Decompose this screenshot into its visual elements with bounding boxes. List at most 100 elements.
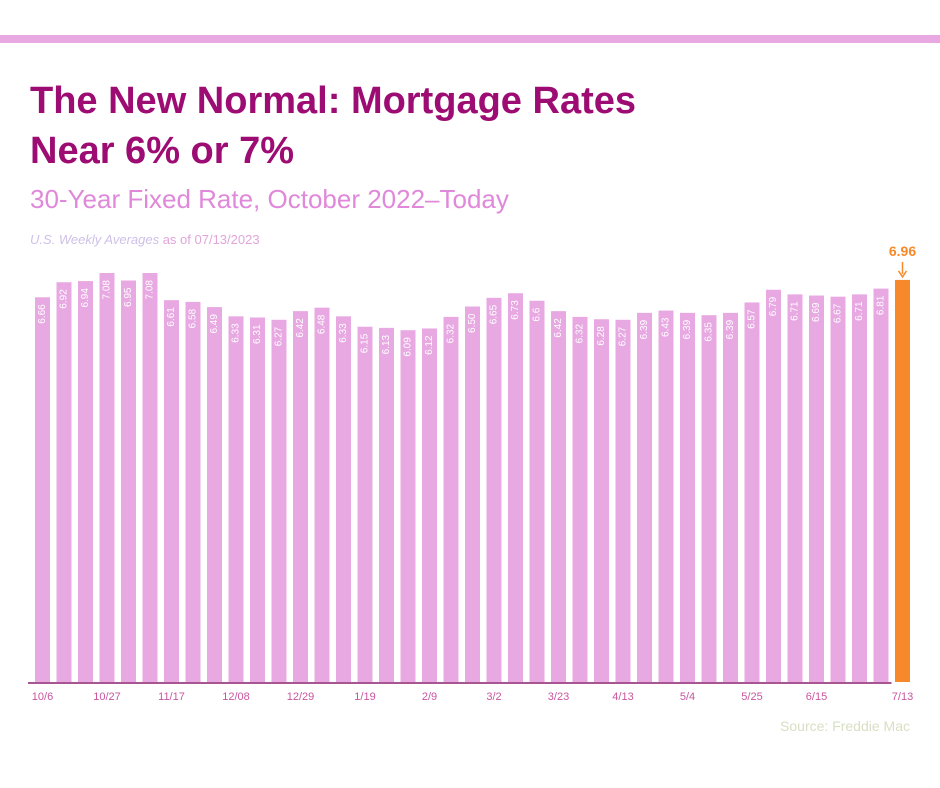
bar-33 — [744, 302, 760, 682]
bar-value-label-27: 6.27 — [618, 326, 629, 346]
bar-30 — [680, 312, 695, 682]
x-tick-label-21: 3/2 — [486, 691, 501, 703]
page-title: The New Normal: Mortgage Rates Near 6% o… — [30, 76, 910, 176]
bar-value-label-22: 6.73 — [510, 300, 521, 320]
bar-value-label-3: 7.08 — [102, 280, 113, 300]
x-tick-label-12: 12/29 — [287, 691, 315, 703]
bar-13 — [314, 307, 330, 682]
bar-18 — [422, 328, 437, 682]
bar-28 — [637, 312, 652, 682]
x-tick-label-24: 3/23 — [548, 691, 569, 703]
bar-value-label-6: 6.61 — [166, 307, 177, 327]
bar-value-label-8: 6.49 — [209, 314, 220, 334]
bar-7 — [185, 301, 201, 682]
bar-value-label-20: 6.50 — [467, 313, 478, 333]
bar-25 — [572, 316, 588, 682]
chart-subtitle: 30-Year Fixed Rate, October 2022–Today — [30, 184, 509, 214]
title-line-1: The New Normal: Mortgage Rates — [30, 80, 636, 122]
bar-19 — [443, 316, 459, 682]
bar-17 — [400, 330, 416, 682]
bar-3 — [99, 273, 115, 682]
bar-21 — [486, 297, 502, 682]
bar-value-label-28: 6.39 — [639, 319, 650, 339]
bar-value-label-25: 6.32 — [575, 323, 586, 343]
bar-value-label-26: 6.28 — [596, 326, 607, 346]
bar-value-label-32: 6.39 — [725, 319, 736, 339]
bar-value-label-30: 6.39 — [682, 319, 693, 339]
bar-value-label-19: 6.32 — [446, 323, 457, 343]
bar-35 — [787, 294, 803, 682]
bar-9 — [228, 316, 244, 682]
bar-20 — [465, 306, 480, 682]
data-note: U.S. Weekly Averages as of 07/13/2023 — [30, 232, 260, 247]
highlight-value-label: 6.96 — [889, 243, 916, 259]
bar-value-label-24: 6.42 — [553, 318, 564, 338]
x-tick-label-0: 10/6 — [32, 691, 53, 703]
bar-11 — [271, 319, 287, 682]
x-tick-label-15: 1/19 — [354, 691, 375, 703]
bar-15 — [357, 326, 373, 682]
bar-29 — [658, 310, 674, 682]
bar-10 — [250, 317, 265, 682]
bar-value-label-23: 6.6 — [532, 307, 543, 321]
bar-36 — [809, 295, 824, 682]
x-tick-label-40: 7/13 — [892, 691, 913, 703]
bar-32 — [723, 312, 738, 682]
bar-38 — [852, 294, 867, 682]
bar-value-label-17: 6.09 — [403, 337, 414, 357]
bar-value-label-36: 6.69 — [811, 302, 822, 322]
bar-14 — [336, 316, 351, 682]
top-accent-band — [0, 35, 940, 43]
bar-12 — [293, 311, 308, 682]
bar-40 — [895, 279, 910, 682]
bar-27 — [615, 319, 631, 682]
bar-34 — [766, 289, 781, 682]
bar-value-label-13: 6.48 — [317, 314, 328, 334]
data-note-date: as of 07/13/2023 — [159, 232, 260, 247]
x-tick-label-27: 4/13 — [612, 691, 633, 703]
x-tick-label-3: 10/27 — [93, 691, 121, 703]
bar-8 — [207, 307, 222, 682]
bar-1 — [56, 282, 72, 682]
bar-23 — [529, 300, 545, 682]
bar-4 — [121, 280, 136, 682]
bar-value-label-18: 6.12 — [424, 335, 435, 355]
bar-31 — [701, 315, 717, 682]
bar-value-label-39: 6.81 — [876, 295, 887, 315]
bar-value-label-9: 6.33 — [231, 323, 242, 343]
bar-value-label-37: 6.67 — [833, 303, 844, 323]
source-credit: Source: Freddie Mac — [780, 718, 910, 734]
bar-value-label-2: 6.94 — [80, 288, 91, 308]
x-tick-label-9: 12/08 — [222, 691, 250, 703]
bar-value-label-12: 6.42 — [295, 318, 306, 338]
bar-22 — [508, 293, 523, 682]
highlight-arrow-head — [897, 270, 908, 279]
bar-5 — [142, 273, 158, 682]
bar-value-label-11: 6.27 — [274, 326, 285, 346]
bar-value-label-33: 6.57 — [747, 309, 758, 329]
title-line-2: Near 6% or 7% — [30, 130, 295, 172]
bar-39 — [873, 288, 889, 682]
bar-16 — [379, 327, 394, 682]
bar-37 — [830, 296, 846, 682]
x-tick-label-18: 2/9 — [422, 691, 437, 703]
bar-value-label-15: 6.15 — [360, 333, 371, 353]
bar-value-label-1: 6.92 — [59, 289, 70, 309]
bar-value-label-0: 6.66 — [37, 304, 48, 324]
bar-value-label-4: 6.95 — [123, 287, 134, 307]
data-note-italic: U.S. Weekly Averages — [30, 232, 160, 247]
bar-6 — [164, 300, 179, 682]
bar-value-label-7: 6.58 — [188, 308, 199, 328]
bar-value-label-35: 6.71 — [790, 301, 801, 321]
bar-value-label-34: 6.79 — [768, 296, 779, 316]
bar-value-label-31: 6.35 — [704, 322, 715, 342]
bar-24 — [551, 311, 566, 682]
bar-value-label-29: 6.43 — [661, 317, 672, 337]
bar-0 — [35, 297, 50, 682]
x-tick-label-36: 6/15 — [806, 691, 827, 703]
bar-value-label-5: 7.08 — [145, 280, 156, 300]
x-tick-label-6: 11/17 — [158, 691, 185, 703]
bar-2 — [78, 281, 93, 682]
bar-value-label-14: 6.33 — [338, 323, 349, 343]
